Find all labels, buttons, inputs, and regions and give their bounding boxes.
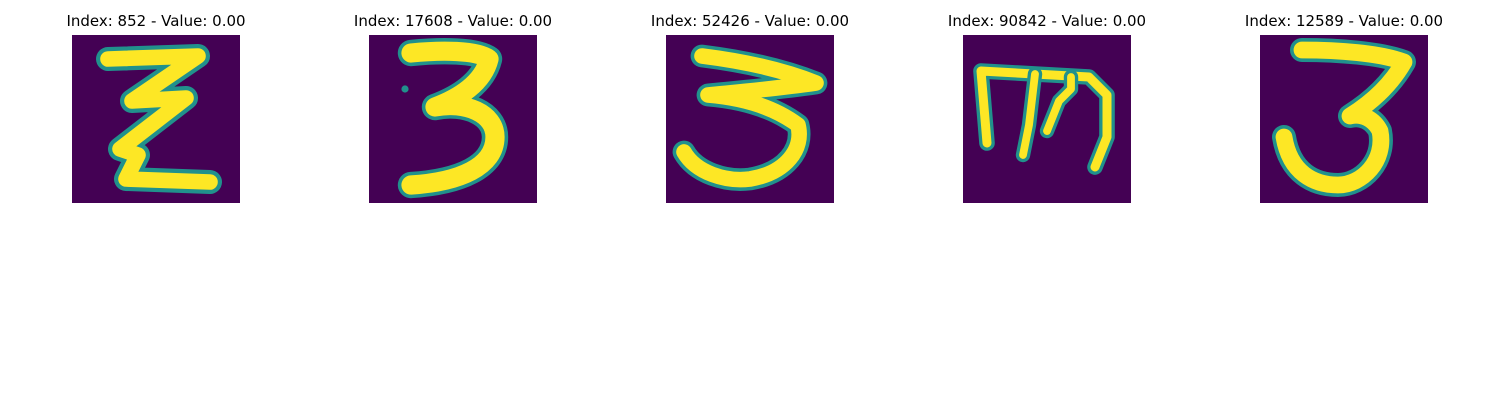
panel-title: Index: 852 - Value: 0.00: [66, 12, 246, 30]
panel-title: Index: 12589 - Value: 0.00: [1244, 12, 1444, 30]
handwritten-3-icon: [369, 35, 537, 203]
image-panel-2: Index: 17608 - Value: 0.00: [354, 0, 552, 210]
panel-title: Index: 17608 - Value: 0.00: [353, 12, 553, 30]
panel-title: Index: 52426 - Value: 0.00: [650, 12, 850, 30]
image-panel-3: Index: 52426 - Value: 0.00: [651, 0, 849, 210]
image-panel-1: Index: 852 - Value: 0.00: [66, 0, 246, 210]
panel-title: Index: 90842 - Value: 0.00: [947, 12, 1147, 30]
handwritten-3-icon: [666, 35, 834, 203]
handwritten-3-icon: [1260, 35, 1428, 203]
handwritten-z-icon: [72, 35, 240, 203]
image-panel-5: Index: 12589 - Value: 0.00: [1245, 0, 1443, 210]
image-panel-4: Index: 90842 - Value: 0.00: [948, 0, 1146, 210]
handwritten-m-icon: [963, 35, 1131, 203]
